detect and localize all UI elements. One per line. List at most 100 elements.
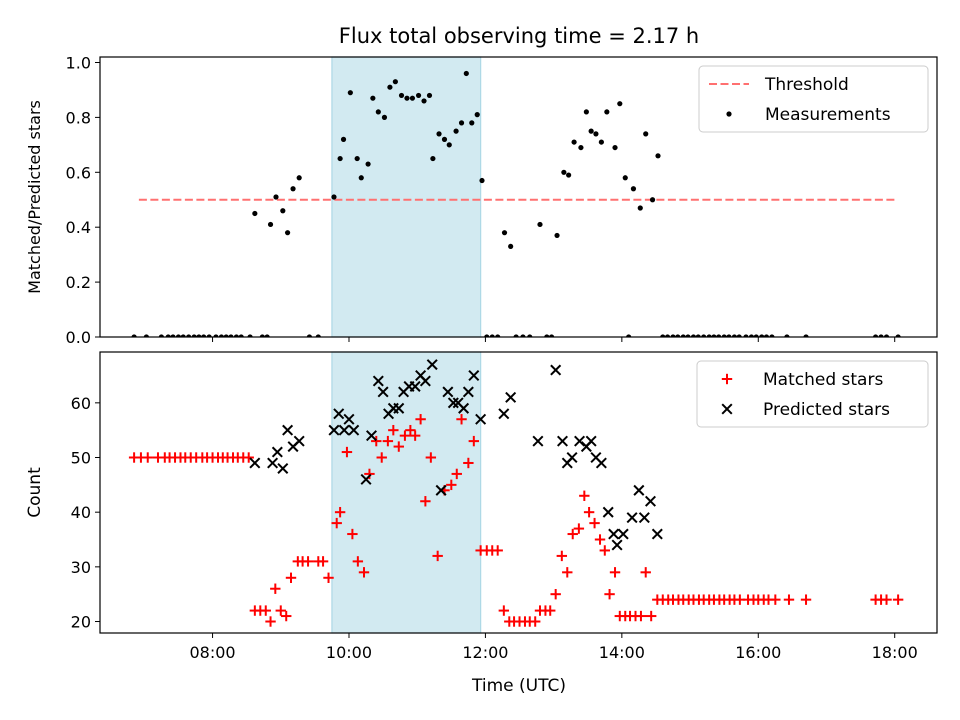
predicted-star-marker [626,512,638,524]
matched-star-marker [382,435,394,447]
measurement-point [415,92,422,99]
measurement-point [259,334,265,337]
measurement-point [495,334,501,337]
measurement-point [544,334,550,337]
matched-star-marker [331,517,342,529]
measurement-point [561,169,567,175]
measurement-point [664,334,671,337]
measurement-point [165,334,171,337]
matched-star-marker [425,452,437,463]
predicted-star-marker [328,424,340,436]
matched-star-marker [589,517,600,529]
measurement-point [637,205,643,211]
measurement-point [474,112,480,118]
measurement-point [680,334,686,337]
measurement-point [548,334,555,337]
legend-box [696,360,929,428]
measurement-point [701,334,707,337]
measurement-point [233,334,240,337]
measurement-point [759,334,765,337]
plot-area [131,70,901,337]
x-tick-label: 18:00 [872,643,918,662]
measurement-point [721,334,727,337]
matched-star-marker [770,594,781,605]
measurement-point [273,194,279,200]
matched-star-marker [371,435,382,447]
measurement-point [191,334,197,337]
legend-predicted-swatch [721,403,733,415]
measurement-point [354,155,360,162]
measurement-point [484,334,490,337]
measurement-point [501,230,508,236]
matched-star-marker [243,452,254,463]
matched-star-marker [352,556,364,567]
matched-star-marker [492,545,503,556]
measurement-point [743,334,749,337]
matched-star-marker [405,424,416,436]
matched-star-marker [579,490,590,501]
predicted-star-marker [267,457,279,469]
predicted-star-marker [372,375,384,387]
matched-star-marker [275,605,286,616]
measurement-point [731,334,738,337]
measurement-point [571,139,577,145]
measurement-point [180,334,186,337]
measurement-point [398,92,405,99]
y-tick-label: 40 [71,503,91,522]
matched-star-marker [609,567,621,578]
measurement-point [711,334,717,337]
y-tick-label: 60 [71,394,91,413]
matched-star-marker [640,567,651,578]
plot-area [128,359,904,627]
predicted-star-marker [633,484,645,496]
measurement-point [716,334,722,337]
matched-star-marker [573,523,585,534]
legend-matched-swatch [721,373,733,385]
measurement-point [306,334,313,337]
measurement-point [426,92,433,99]
legend: Threshold Measurements [698,65,929,133]
measurement-point [290,186,296,192]
matched-star-marker [376,452,387,463]
legend-measurements-swatch [726,111,732,117]
matched-star-marker [892,594,904,605]
predicted-star-marker [426,359,438,371]
measurement-point [375,109,381,115]
measurement-point [784,334,790,337]
measurement-point [685,334,691,337]
predicted-star-marker [556,435,569,447]
x-tick-label: 08:00 [190,643,236,662]
predicted-star-marker [475,413,487,425]
predicted-star-marker [435,484,447,496]
measurement-point [617,101,623,107]
predicted-star-marker [608,528,620,540]
measurement-point [588,128,594,134]
matched-star-marker [645,610,657,622]
predicted-star-marker [393,402,405,414]
matched-star-marker [604,588,615,600]
matched-star-marker [317,556,329,567]
measurement-point [612,144,618,151]
legend: Matched stars Predicted stars [696,360,929,428]
predicted-star-marker [532,435,544,447]
matched-star-marker [562,567,573,578]
predicted-star-marker [377,386,389,398]
y-tick-label: 0.6 [66,163,91,182]
measurement-point [675,334,681,337]
matched-star-marker [399,430,411,441]
measurement-point [223,334,229,337]
measurement-point [513,334,519,337]
predicted-star-marker [343,413,355,425]
measurement-point [736,334,742,337]
measurement-point [479,177,485,184]
measurement-point [878,334,884,337]
measurement-point [228,334,234,337]
matched-star-marker [415,414,426,425]
measurement-point [769,334,775,337]
measurement-point [726,334,732,337]
predicted-star-marker [442,386,454,398]
matched-star-marker [142,452,153,463]
measurement-point [186,334,192,337]
x-axis-label: Time (UTC) [471,676,566,696]
matched-star-marker [635,610,647,622]
